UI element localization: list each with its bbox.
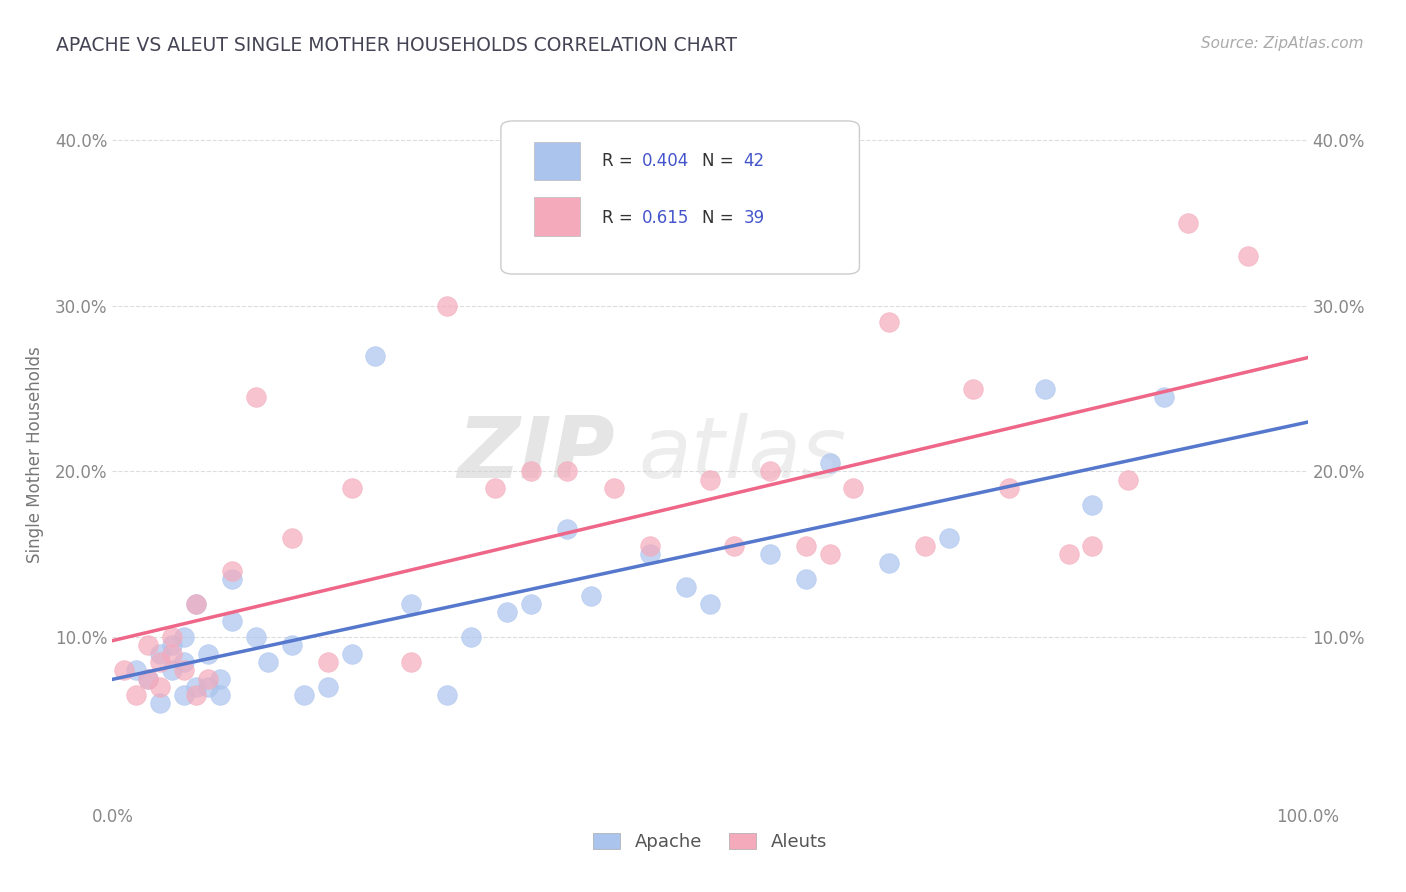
Point	[316, 655, 339, 669]
Point	[340, 647, 363, 661]
Point	[699, 597, 721, 611]
Point	[723, 539, 745, 553]
Text: N =: N =	[702, 153, 738, 170]
Point	[759, 465, 782, 479]
Point	[316, 680, 339, 694]
Point	[197, 680, 219, 694]
Point	[209, 688, 232, 702]
Text: R =: R =	[603, 210, 644, 227]
Point	[138, 672, 160, 686]
Point	[173, 688, 195, 702]
Point	[879, 315, 901, 329]
Point	[245, 630, 267, 644]
Point	[759, 547, 782, 561]
FancyBboxPatch shape	[501, 121, 859, 274]
Point	[1081, 539, 1104, 553]
Point	[364, 349, 387, 363]
Point	[162, 663, 183, 677]
Point	[173, 630, 195, 644]
Point	[186, 597, 208, 611]
Point	[484, 481, 506, 495]
Text: R =: R =	[603, 153, 638, 170]
Point	[818, 456, 841, 470]
Point	[281, 639, 304, 653]
Y-axis label: Single Mother Households: Single Mother Households	[25, 347, 44, 563]
Point	[1118, 473, 1140, 487]
Point	[579, 589, 602, 603]
Point	[401, 655, 423, 669]
Point	[197, 672, 219, 686]
Text: 0.615: 0.615	[643, 210, 689, 227]
Point	[842, 481, 865, 495]
Point	[699, 473, 721, 487]
Point	[496, 605, 519, 619]
Text: APACHE VS ALEUT SINGLE MOTHER HOUSEHOLDS CORRELATION CHART: APACHE VS ALEUT SINGLE MOTHER HOUSEHOLDS…	[56, 36, 737, 54]
Point	[138, 672, 160, 686]
Point	[162, 639, 183, 653]
Text: 42: 42	[744, 153, 765, 170]
Point	[221, 564, 243, 578]
Point	[162, 630, 183, 644]
Point	[1081, 498, 1104, 512]
Point	[401, 597, 423, 611]
Point	[292, 688, 315, 702]
Point	[173, 663, 195, 677]
Point	[149, 655, 172, 669]
Point	[938, 531, 960, 545]
Point	[245, 390, 267, 404]
Point	[818, 547, 841, 561]
FancyBboxPatch shape	[534, 142, 579, 180]
Point	[998, 481, 1021, 495]
Point	[879, 556, 901, 570]
Legend: Apache, Aleuts: Apache, Aleuts	[583, 823, 837, 860]
Point	[1177, 216, 1199, 230]
Point	[436, 299, 458, 313]
Text: atlas: atlas	[638, 413, 846, 497]
Point	[209, 672, 232, 686]
Point	[520, 465, 543, 479]
Point	[221, 614, 243, 628]
Point	[520, 597, 543, 611]
Point	[555, 523, 578, 537]
Text: 0.404: 0.404	[643, 153, 689, 170]
Point	[149, 680, 172, 694]
Point	[114, 663, 135, 677]
Point	[794, 572, 817, 586]
Point	[186, 688, 208, 702]
Point	[173, 655, 195, 669]
Point	[149, 647, 172, 661]
Point	[186, 680, 208, 694]
Point	[1153, 390, 1175, 404]
Point	[640, 539, 662, 553]
Point	[914, 539, 936, 553]
Text: 39: 39	[744, 210, 765, 227]
Point	[125, 663, 148, 677]
Point	[221, 572, 243, 586]
FancyBboxPatch shape	[534, 197, 579, 235]
Point	[1033, 382, 1056, 396]
Point	[125, 688, 148, 702]
Point	[1237, 249, 1260, 263]
Point	[603, 481, 626, 495]
Point	[138, 639, 160, 653]
Point	[257, 655, 280, 669]
Point	[1057, 547, 1080, 561]
Point	[281, 531, 304, 545]
Point	[640, 547, 662, 561]
Text: Source: ZipAtlas.com: Source: ZipAtlas.com	[1201, 36, 1364, 51]
Point	[186, 597, 208, 611]
Point	[962, 382, 984, 396]
Point	[794, 539, 817, 553]
Point	[340, 481, 363, 495]
Point	[197, 647, 219, 661]
Point	[162, 647, 183, 661]
Point	[436, 688, 458, 702]
Text: ZIP: ZIP	[457, 413, 614, 497]
Point	[555, 465, 578, 479]
Point	[675, 581, 697, 595]
Point	[460, 630, 482, 644]
Text: N =: N =	[702, 210, 738, 227]
Point	[149, 697, 172, 711]
